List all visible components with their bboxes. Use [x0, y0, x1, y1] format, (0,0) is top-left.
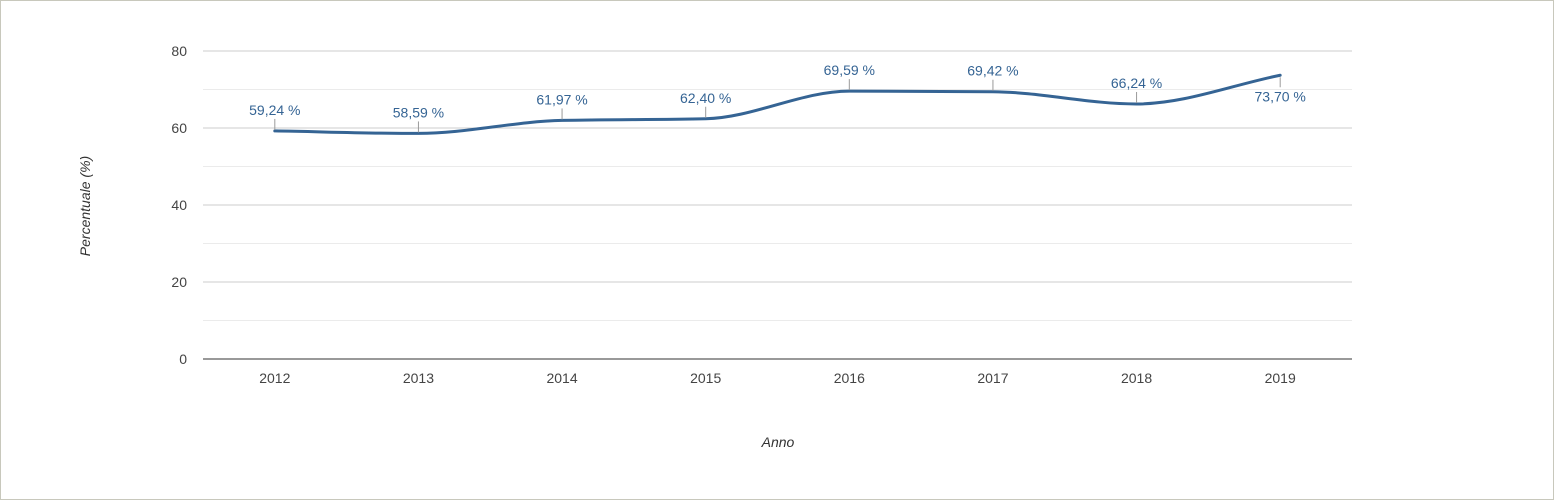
- x-tick-label: 2016: [834, 370, 865, 386]
- data-label: 62,40 %: [680, 90, 731, 106]
- y-tick-label: 60: [171, 120, 187, 136]
- data-label: 73,70 %: [1255, 88, 1306, 104]
- x-tick-label: 2014: [546, 370, 577, 386]
- x-tick-label: 2018: [1121, 370, 1152, 386]
- y-tick-label: 0: [179, 351, 187, 367]
- x-tick-label: 2015: [690, 370, 721, 386]
- data-label: 58,59 %: [393, 104, 444, 120]
- x-axis-title: Anno: [761, 434, 795, 450]
- data-label: 69,42 %: [967, 63, 1018, 79]
- gridlines: [203, 50, 1352, 321]
- x-tick-label: 2017: [977, 370, 1008, 386]
- y-tick-label: 20: [171, 274, 187, 290]
- series-line: [273, 73, 1282, 135]
- y-tick-label: 80: [171, 43, 187, 59]
- data-label: 61,97 %: [536, 91, 587, 107]
- x-tick-label: 2013: [403, 370, 434, 386]
- x-tick-label: 2012: [259, 370, 290, 386]
- data-label: 69,59 %: [824, 62, 875, 78]
- x-tick-label: 2019: [1265, 370, 1296, 386]
- x-axis-ticks: 2012 2013 2014 2015 2016 2017 2018 2019: [259, 370, 1296, 386]
- y-tick-label: 40: [171, 197, 187, 213]
- data-labels: 59,24 % 58,59 % 61,97 % 62,40 % 69,59 % 69,42…: [249, 62, 1306, 133]
- data-label: 59,24 %: [249, 102, 300, 118]
- data-label: 66,24 %: [1111, 75, 1162, 91]
- y-axis-ticks: 0 20 40 60 80: [171, 43, 187, 367]
- y-axis-title: Percentuale (%): [77, 156, 93, 256]
